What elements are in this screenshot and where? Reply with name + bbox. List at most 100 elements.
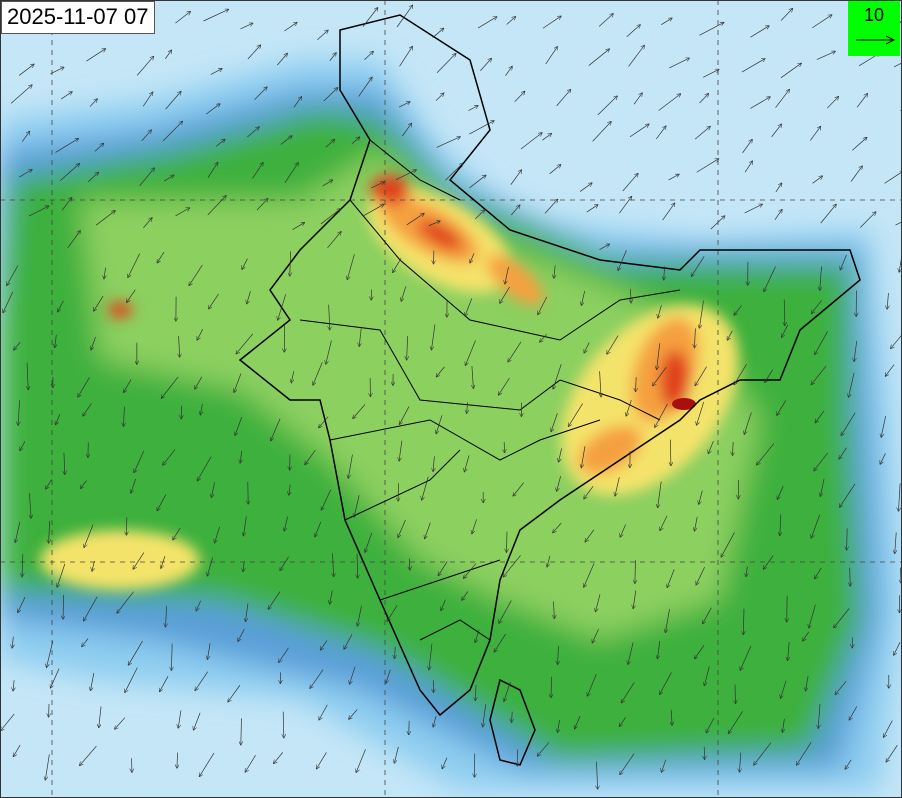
wind-arrow [881,415,887,437]
wind-arrow [165,91,181,110]
wind-arrow [835,680,847,694]
wind-arrow [699,300,704,328]
wind-arrow [291,371,295,382]
wind-arrow [211,482,215,497]
wind-arrow [579,183,592,192]
wind-arrow [592,628,599,643]
wind-arrow [87,172,98,183]
wind-arrow [313,362,323,385]
wind-arrow [329,53,336,61]
wind-arrow [464,455,470,471]
wind-arrow [18,596,26,613]
wind-arrow [160,676,169,691]
wind-arrow [348,454,353,478]
wind-arrow [782,324,789,337]
wind-arrow [549,165,561,175]
wind-arrow [350,666,356,684]
wind-arrow [699,490,703,505]
wind-arrow [3,291,14,313]
hotspot [486,254,544,306]
wind-arrow [581,446,586,467]
wind-arrow [177,752,178,768]
wind-arrow [660,672,672,694]
wind-arrow [510,205,520,216]
wind-arrow [115,717,126,729]
wind-arrow [162,121,182,142]
wind-arrow [252,163,263,179]
wind-arrow [743,608,744,635]
wind-arrow [333,553,334,576]
wind-arrow [436,415,443,433]
wind-arrow [163,175,174,182]
wind-arrow [56,414,61,424]
wind-arrow [161,556,166,568]
wind-arrow [19,170,32,178]
wind-arrow [280,556,289,571]
wind-arrow [740,645,752,670]
wind-arrow [771,124,782,138]
wind-arrow [104,267,106,279]
wind-arrow [47,640,54,667]
wind-arrow [780,514,781,535]
wind-arrow [58,300,64,312]
wind-arrow [620,753,635,775]
wind-arrow [734,363,747,384]
wind-arrow [884,720,893,738]
wind-arrow [344,634,353,649]
wind-arrow [84,596,98,621]
wind-arrow [585,529,595,542]
wind-arrow [596,761,597,789]
wind-arrow [669,58,689,69]
wind-arrow [703,607,712,624]
wind-arrow [820,204,836,224]
field-level4 [80,150,760,640]
wind-arrow [839,447,847,459]
wind-arrow [245,755,256,772]
wind-arrow [465,340,476,365]
wind-arrow [179,335,180,357]
wind-arrow [468,106,478,111]
wind-arrow [393,258,402,272]
wind-arrow [504,681,511,701]
wind-arrow [284,516,288,531]
wind-arrow [750,26,769,38]
wind-arrow [351,137,360,145]
wind-arrow [520,133,542,150]
wind-arrow [142,92,152,107]
wind-arrow [50,67,64,75]
wind-arrow [215,526,220,543]
wind-arrow [7,265,19,285]
wind-arrow [880,453,886,464]
wind-arrow [61,198,72,211]
wind-arrow [900,567,901,583]
wind-arrow [305,449,316,464]
wind-arrow [178,710,182,727]
wind-arrow [806,676,809,691]
wind-arrow [209,293,219,309]
wind-arrow [812,15,831,29]
wind-vectors [1,5,902,789]
wind-vector-reference-arrow-icon [856,35,896,45]
wind-arrow [854,340,858,361]
wind-arrow [668,174,679,181]
wind-arrow [575,715,581,729]
country-boundary [238,14,861,766]
wind-arrow [775,183,782,193]
wind-arrow [655,403,668,427]
wind-arrow [67,231,81,249]
wind-arrow [633,590,637,609]
wind-arrow [811,514,821,538]
wind-arrow [157,252,165,262]
wind-arrow [860,212,875,228]
wind-arrow [540,333,547,342]
wind-arrow [398,519,406,537]
wind-arrow [89,99,97,107]
wind-arrow [469,121,494,135]
wind-arrow [395,170,416,181]
wind-arrow [615,477,620,496]
wind-arrow [547,555,551,567]
wind-arrow [584,342,590,353]
wind-arrow [284,163,298,184]
wind-arrow [436,366,445,377]
wind-arrow [658,641,661,659]
